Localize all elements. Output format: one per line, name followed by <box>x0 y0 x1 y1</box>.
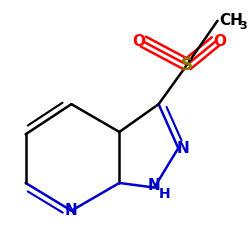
Text: CH: CH <box>220 13 244 28</box>
Text: 3: 3 <box>240 21 248 31</box>
Text: O: O <box>213 34 226 49</box>
Text: N: N <box>176 141 189 156</box>
Text: H: H <box>158 187 170 201</box>
Text: S: S <box>181 56 193 74</box>
Text: O: O <box>132 34 145 49</box>
Text: N: N <box>65 203 78 218</box>
Text: N: N <box>148 178 161 193</box>
